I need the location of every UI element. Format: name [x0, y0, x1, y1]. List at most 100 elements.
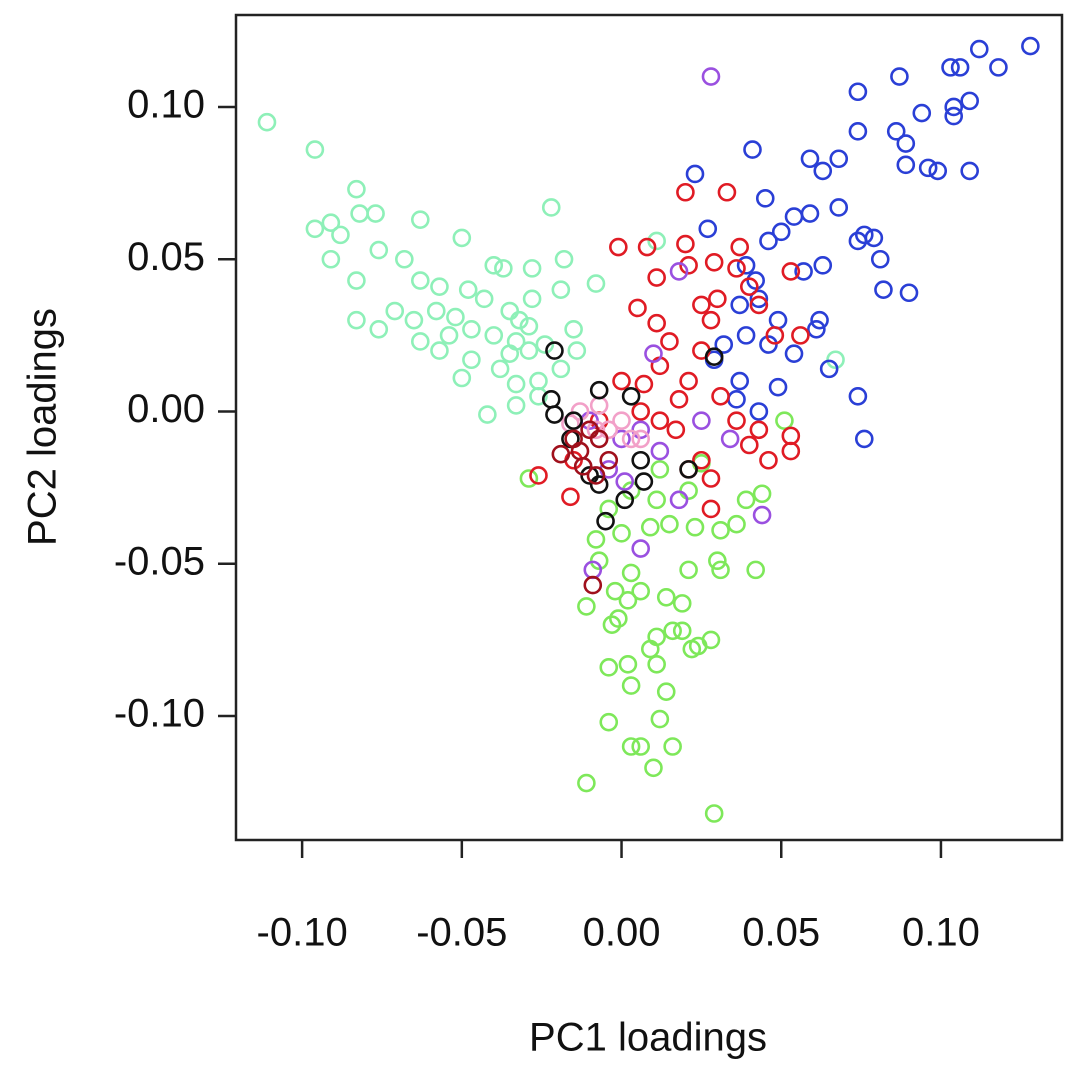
point: [819, 359, 839, 379]
point: [711, 386, 730, 406]
point: [605, 581, 625, 601]
point: [621, 386, 641, 406]
point: [650, 460, 670, 479]
point: [669, 490, 689, 510]
point: [794, 262, 813, 281]
point: [411, 332, 430, 351]
point: [599, 712, 619, 732]
point: [615, 472, 635, 491]
point: [369, 240, 389, 260]
point: [692, 450, 711, 470]
point: [631, 450, 650, 470]
point: [564, 411, 583, 430]
point: [752, 505, 772, 525]
x-tick-label: 0.10: [902, 911, 980, 955]
point: [704, 347, 724, 366]
point: [912, 103, 932, 123]
point: [631, 402, 650, 421]
point: [631, 539, 650, 558]
point: [490, 359, 510, 379]
point: [928, 161, 948, 181]
point: [775, 411, 794, 430]
point: [730, 237, 750, 257]
point: [749, 295, 769, 315]
point: [395, 249, 414, 269]
x-tick-label: -0.10: [257, 911, 348, 955]
point: [612, 411, 631, 430]
y-axis-label: PC2 loadings: [21, 308, 65, 546]
point: [781, 426, 801, 446]
point: [644, 758, 663, 778]
point: [685, 517, 705, 537]
point: [647, 654, 666, 674]
point: [752, 484, 772, 504]
point: [430, 277, 449, 296]
point: [640, 517, 660, 537]
point: [494, 259, 513, 278]
point: [621, 676, 641, 695]
point: [602, 615, 622, 634]
point: [529, 386, 548, 406]
point: [596, 511, 615, 531]
point: [647, 627, 666, 647]
point: [854, 429, 874, 449]
point: [529, 466, 548, 485]
point: [969, 39, 989, 59]
point: [305, 140, 325, 159]
point: [385, 301, 405, 321]
point: [800, 204, 820, 223]
point: [522, 289, 542, 309]
point: [564, 319, 583, 339]
point: [647, 313, 666, 333]
point: [500, 301, 520, 321]
point: [730, 295, 750, 315]
point: [529, 371, 548, 391]
point: [727, 411, 746, 430]
point: [899, 283, 919, 303]
point: [704, 804, 724, 823]
point: [522, 259, 542, 278]
point: [656, 587, 676, 607]
point: [759, 231, 778, 251]
point: [500, 344, 520, 363]
point: [347, 310, 366, 330]
point: [743, 140, 762, 159]
point: [736, 256, 756, 275]
point: [768, 310, 788, 330]
point: [944, 97, 964, 117]
point: [711, 520, 730, 540]
point: [474, 289, 494, 309]
point: [950, 58, 970, 77]
point: [650, 709, 670, 729]
y-tick-label: 0.05: [127, 235, 205, 279]
point: [586, 274, 606, 293]
point: [411, 271, 430, 290]
point: [650, 441, 670, 461]
point: [551, 444, 571, 464]
point: [612, 429, 631, 449]
point: [650, 411, 670, 430]
point: [701, 499, 721, 519]
point: [730, 371, 750, 391]
point: [561, 487, 580, 507]
point: [510, 310, 529, 330]
point: [647, 268, 666, 287]
point: [720, 429, 740, 449]
y-tick-label: 0.10: [127, 83, 205, 127]
point: [257, 112, 277, 132]
point: [886, 122, 906, 141]
point: [749, 420, 769, 440]
point: [589, 380, 609, 400]
point: [669, 390, 689, 409]
point: [321, 249, 341, 269]
point: [676, 182, 695, 202]
point: [918, 158, 938, 178]
point: [663, 621, 682, 641]
point: [755, 189, 775, 208]
point: [366, 204, 385, 223]
point: [685, 164, 705, 184]
x-tick-label: -0.05: [416, 911, 507, 955]
point: [663, 737, 682, 756]
point: [609, 237, 628, 257]
point: [848, 386, 868, 406]
